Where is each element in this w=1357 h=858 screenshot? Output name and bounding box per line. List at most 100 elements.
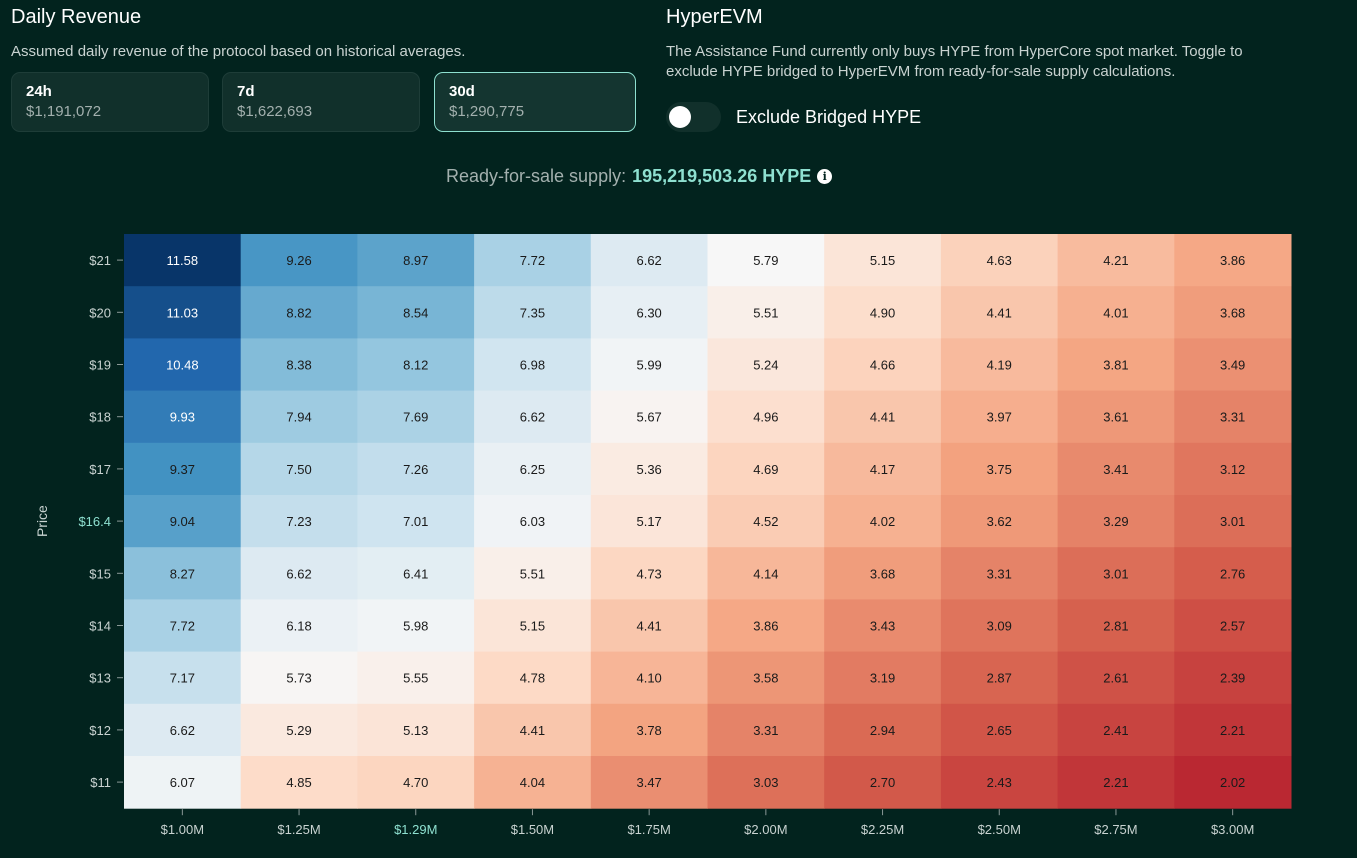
heatmap-cell [240, 286, 358, 339]
supply-label: Ready-for-sale supply: [446, 166, 627, 186]
cell-value-label: 4.96 [753, 410, 778, 425]
cell-value-label: 7.72 [520, 253, 545, 268]
cell-value-label: 6.62 [520, 410, 545, 425]
cell-value-label: 3.58 [753, 671, 778, 686]
exclude-bridged-toggle[interactable] [666, 102, 721, 132]
y-axis-tick-label: $14 [89, 619, 111, 634]
heatmap-cell [590, 442, 708, 496]
heatmap-cell [474, 234, 592, 287]
x-axis-tick-label: $1.29M [394, 822, 437, 837]
heatmap-cell [474, 495, 592, 548]
cell-value-label: 6.62 [286, 566, 311, 581]
heatmap-cell [1057, 599, 1175, 653]
x-axis-tick-label: $2.75M [1094, 822, 1137, 837]
heatmap-cell [357, 495, 475, 548]
cell-value-label: 7.01 [403, 514, 428, 529]
heatmap-cell [824, 756, 942, 809]
heatmap-cell [1174, 442, 1292, 496]
heatmap-cell [240, 495, 358, 548]
heatmap-cell [474, 651, 592, 705]
cell-value-label: 4.41 [636, 619, 661, 634]
heatmap-cell [474, 338, 592, 392]
heatmap-cell [1174, 390, 1292, 444]
heatmap-cell [940, 651, 1059, 705]
cell-value-label: 3.61 [1103, 410, 1128, 425]
heatmap-cell [707, 286, 825, 339]
cell-value-label: 4.70 [403, 775, 428, 790]
cell-value-label: 4.04 [520, 775, 545, 790]
heatmap-cell [357, 651, 475, 705]
revenue-card-value: $1,622,693 [237, 103, 313, 120]
cell-value-label: 5.13 [403, 723, 428, 738]
y-axis-tick-label: $19 [89, 358, 111, 373]
cell-value-label: 3.86 [1220, 253, 1245, 268]
cell-value-label: 3.62 [987, 514, 1012, 529]
info-icon[interactable]: i [817, 168, 833, 184]
heatmap-cell [590, 651, 708, 705]
cell-value-label: 5.99 [636, 358, 661, 373]
cell-value-label: 4.78 [520, 671, 545, 686]
cell-value-label: 2.76 [1220, 566, 1245, 581]
heatmap-cell [357, 234, 475, 287]
cell-value-label: 4.19 [987, 358, 1012, 373]
y-axis-tick-label: $18 [89, 410, 111, 425]
heatmap-cell [940, 442, 1059, 496]
heatmap-cell [1057, 703, 1175, 757]
revenue-card-7d[interactable]: 7d $1,622,693 [222, 72, 420, 132]
heatmap-cell [124, 286, 242, 339]
exclude-bridged-label: Exclude Bridged HYPE [736, 107, 922, 127]
cell-value-label: 3.01 [1103, 566, 1128, 581]
heatmap-cell [824, 390, 942, 444]
cell-value-label: 6.25 [520, 462, 545, 477]
cell-value-label: 8.97 [403, 253, 428, 268]
heatmap-cell [824, 338, 942, 392]
cell-value-label: 9.04 [170, 514, 195, 529]
cell-value-label: 7.69 [403, 410, 428, 425]
cell-value-label: 2.65 [987, 723, 1012, 738]
cell-value-label: 3.78 [636, 723, 661, 738]
cell-value-label: 3.75 [987, 462, 1012, 477]
cell-value-label: 4.90 [870, 305, 895, 320]
cell-value-label: 5.29 [286, 723, 311, 738]
cell-value-label: 7.50 [286, 462, 311, 477]
heatmap-cell [824, 495, 942, 548]
hyperevm-description-line2: exclude HYPE bridged to HyperEVM from re… [666, 63, 1176, 80]
hyperevm-description-line1: The Assistance Fund currently only buys … [666, 43, 1243, 60]
heatmap-cell [824, 599, 942, 653]
heatmap-cell [940, 495, 1059, 548]
cell-value-label: 5.98 [403, 619, 428, 634]
y-axis-tick-label: $17 [89, 462, 111, 477]
revenue-card-30d[interactable]: 30d $1,290,775 [434, 72, 636, 132]
cell-value-label: 10.48 [166, 358, 199, 373]
cell-value-label: 4.41 [520, 723, 545, 738]
heatmap-cell [357, 547, 475, 600]
revenue-card-label: 7d [237, 83, 255, 100]
y-axis-tick-label: $11 [90, 775, 111, 790]
cell-value-label: 2.39 [1220, 671, 1245, 686]
cell-value-label: 6.62 [636, 253, 661, 268]
heatmap-cell [474, 390, 592, 444]
cell-value-label: 2.87 [987, 671, 1012, 686]
cell-value-label: 7.26 [403, 462, 428, 477]
cell-value-label: 6.03 [520, 514, 545, 529]
heatmap-cell [474, 599, 592, 653]
heatmap-cell [357, 390, 475, 444]
heatmap-cell [240, 442, 358, 496]
heatmap-cell [124, 390, 242, 444]
cell-value-label: 6.98 [520, 358, 545, 373]
revenue-card-24h[interactable]: 24h $1,191,072 [11, 72, 209, 132]
y-axis-tick-label: $16.4 [78, 514, 111, 529]
heatmap-cell [824, 651, 942, 705]
heatmap-cell [1174, 495, 1292, 548]
heatmap-cell [940, 338, 1059, 392]
supply-value: 195,219,503.26 HYPE [632, 166, 812, 186]
cell-value-label: 5.55 [403, 671, 428, 686]
cell-value-label: 6.18 [286, 619, 311, 634]
cell-value-label: 2.21 [1220, 723, 1245, 738]
cell-value-label: 3.68 [1220, 305, 1245, 320]
heatmap-cell [707, 234, 825, 287]
cell-value-label: 2.43 [987, 775, 1012, 790]
heatmap-cell [357, 442, 475, 496]
heatmap-cell [707, 703, 825, 757]
heatmap-cell [940, 234, 1059, 287]
